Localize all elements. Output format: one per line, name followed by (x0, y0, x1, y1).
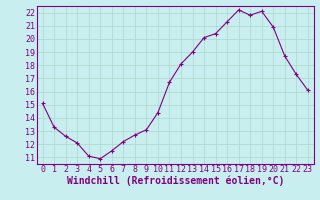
X-axis label: Windchill (Refroidissement éolien,°C): Windchill (Refroidissement éolien,°C) (67, 176, 284, 186)
